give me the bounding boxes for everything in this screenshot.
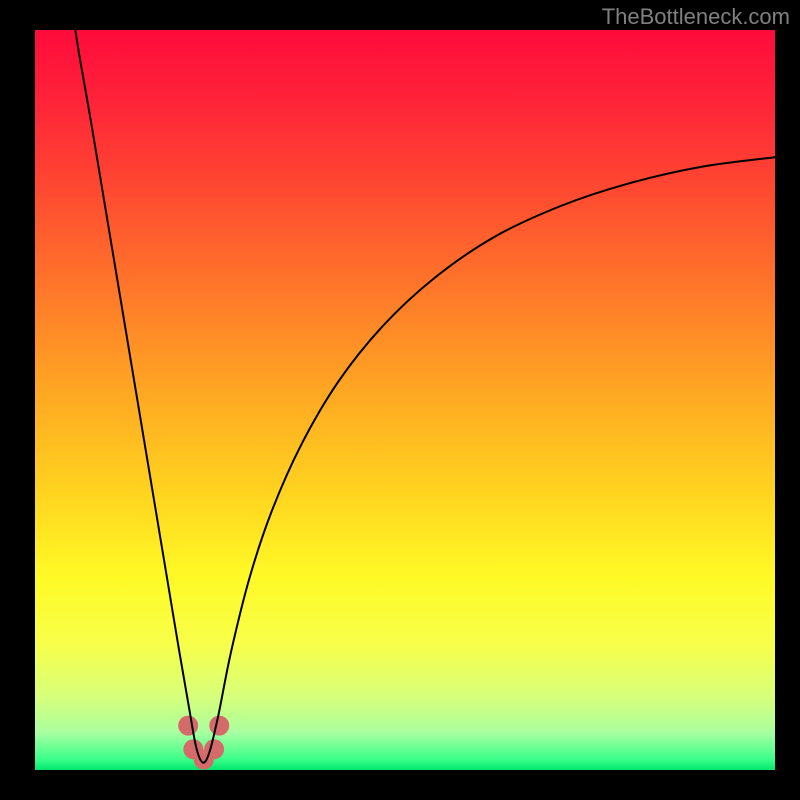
trough-marker [178, 716, 198, 736]
plot-background [35, 30, 775, 770]
trough-marker [209, 716, 229, 736]
bottleneck-chart [0, 0, 800, 800]
watermark-text: TheBottleneck.com [602, 4, 790, 30]
chart-container: TheBottleneck.com [0, 0, 800, 800]
